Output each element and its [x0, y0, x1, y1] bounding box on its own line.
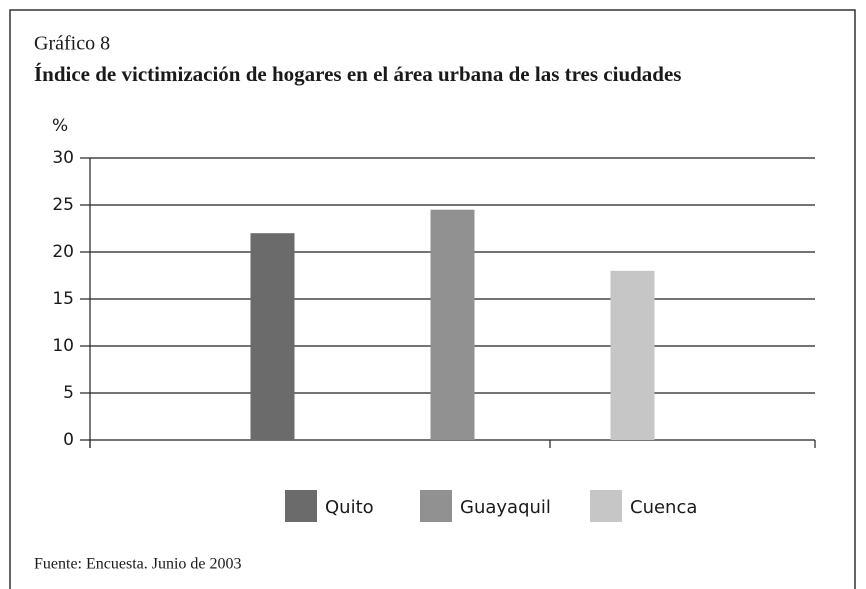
legend-swatch [285, 490, 317, 522]
y-tick-label: 10 [52, 336, 74, 356]
y-tick-label: 15 [52, 289, 74, 309]
y-tick-label: 20 [52, 242, 74, 262]
legend-label: Cuenca [630, 497, 697, 518]
bar [430, 209, 475, 440]
bar [250, 233, 295, 440]
y-axis-label: % [52, 116, 68, 136]
source-note: Fuente: Encuesta. Junio de 2003 [34, 556, 242, 573]
y-tick-label: 25 [52, 195, 74, 215]
y-tick-label: 5 [63, 383, 74, 403]
legend-swatch [420, 490, 452, 522]
frame [9, 9, 856, 589]
bar [610, 270, 655, 440]
chart-subtitle: Índice de victimización de hogares en el… [34, 62, 681, 86]
legend-label: Quito [325, 497, 374, 518]
y-tick-label: 30 [52, 148, 74, 168]
legend-swatch [590, 490, 622, 522]
chart-title: Gráfico 8 [34, 33, 110, 55]
legend-label: Guayaquil [460, 497, 551, 518]
y-tick-label: 0 [63, 430, 74, 450]
